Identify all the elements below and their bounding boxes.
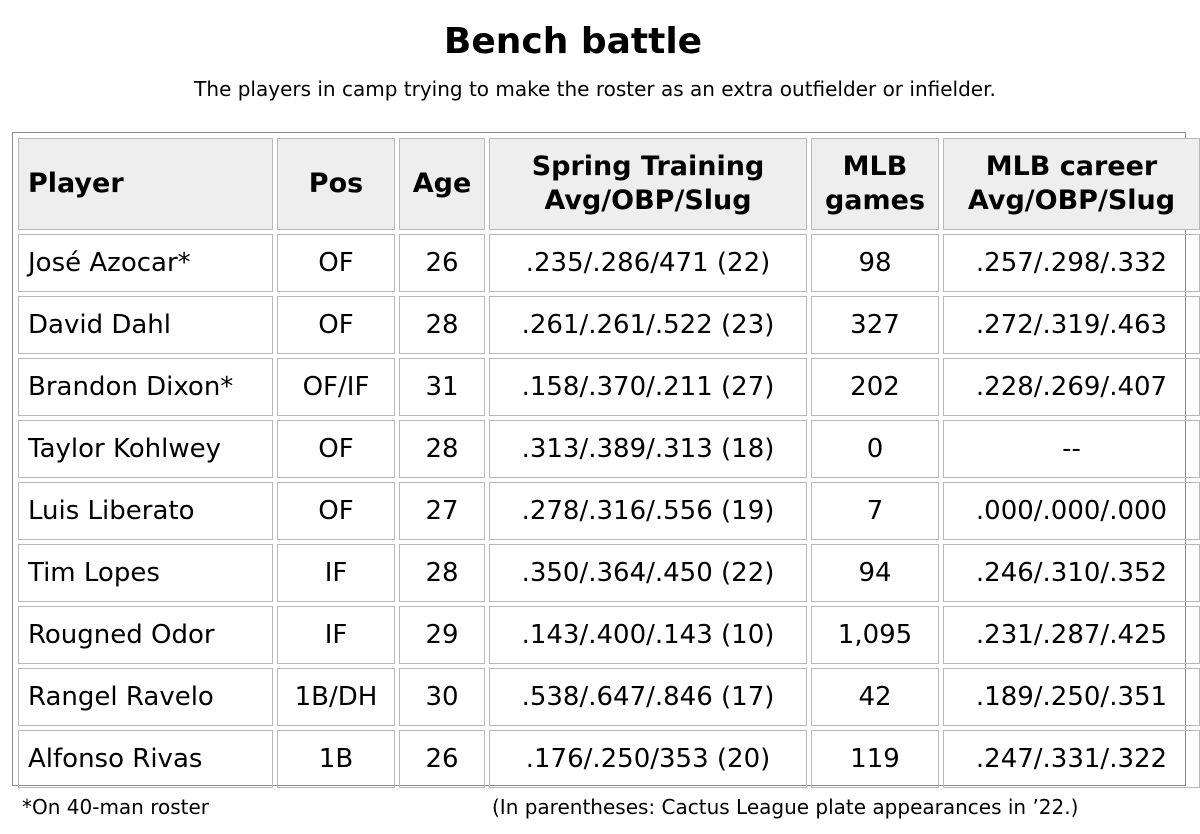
cell-pos: OF/IF	[277, 358, 395, 416]
cell-spring: .278/.316/.556 (19)	[489, 482, 807, 540]
cell-spring: .235/.286/471 (22)	[489, 234, 807, 292]
cell-games: 0	[811, 420, 939, 478]
table-header-row: Player Pos Age Spring Training Avg/OBP/S…	[18, 138, 1200, 230]
cell-career: .247/.331/.322	[943, 730, 1200, 788]
cell-career: .231/.287/.425	[943, 606, 1200, 664]
cell-player: Brandon Dixon*	[18, 358, 273, 416]
cell-games: 42	[811, 668, 939, 726]
cell-player: Tim Lopes	[18, 544, 273, 602]
cell-player: José Azocar*	[18, 234, 273, 292]
cell-career: .257/.298/.332	[943, 234, 1200, 292]
table-row: Taylor Kohlwey OF 28 .313/.389/.313 (18)…	[18, 420, 1200, 478]
cell-spring: .176/.250/353 (20)	[489, 730, 807, 788]
header-spring-training: Spring Training Avg/OBP/Slug	[489, 138, 807, 230]
table-frame	[12, 132, 1186, 786]
header-spring-training-line1: Spring Training	[531, 151, 765, 182]
header-mlb-games: MLB games	[811, 138, 939, 230]
cell-spring: .538/.647/.846 (17)	[489, 668, 807, 726]
cell-career: .228/.269/.407	[943, 358, 1200, 416]
cell-games: 98	[811, 234, 939, 292]
cell-career: --	[943, 420, 1200, 478]
cell-spring: .143/.400/.143 (10)	[489, 606, 807, 664]
table-row: Alfonso Rivas 1B 26 .176/.250/353 (20) 1…	[18, 730, 1200, 788]
cell-player: David Dahl	[18, 296, 273, 354]
cell-games: 94	[811, 544, 939, 602]
cell-games: 7	[811, 482, 939, 540]
table-row: Tim Lopes IF 28 .350/.364/.450 (22) 94 .…	[18, 544, 1200, 602]
table-row: Luis Liberato OF 27 .278/.316/.556 (19) …	[18, 482, 1200, 540]
cell-age: 28	[399, 544, 485, 602]
cell-age: 31	[399, 358, 485, 416]
cell-career: .189/.250/.351	[943, 668, 1200, 726]
table-row: David Dahl OF 28 .261/.261/.522 (23) 327…	[18, 296, 1200, 354]
cell-pos: OF	[277, 234, 395, 292]
header-age: Age	[399, 138, 485, 230]
cell-pos: 1B	[277, 730, 395, 788]
cell-spring: .350/.364/.450 (22)	[489, 544, 807, 602]
header-mlb-games-line2: games	[824, 185, 926, 216]
cell-age: 26	[399, 730, 485, 788]
cell-player: Taylor Kohlwey	[18, 420, 273, 478]
cell-career: .246/.310/.352	[943, 544, 1200, 602]
table-row: José Azocar* OF 26 .235/.286/471 (22) 98…	[18, 234, 1200, 292]
table-row: Rougned Odor IF 29 .143/.400/.143 (10) 1…	[18, 606, 1200, 664]
cell-player: Alfonso Rivas	[18, 730, 273, 788]
cell-pos: IF	[277, 544, 395, 602]
bench-table: Player Pos Age Spring Training Avg/OBP/S…	[14, 134, 1200, 792]
cell-pos: IF	[277, 606, 395, 664]
header-spring-training-line2: Avg/OBP/Slug	[544, 185, 752, 216]
cell-player: Rougned Odor	[18, 606, 273, 664]
page-title: Bench battle	[443, 21, 703, 62]
cell-player: Rangel Ravelo	[18, 668, 273, 726]
cell-spring: .158/.370/.211 (27)	[489, 358, 807, 416]
cell-age: 30	[399, 668, 485, 726]
cell-age: 26	[399, 234, 485, 292]
page-subtitle: The players in camp trying to make the r…	[194, 77, 996, 101]
cell-age: 28	[399, 420, 485, 478]
cell-age: 28	[399, 296, 485, 354]
cell-age: 27	[399, 482, 485, 540]
header-mlb-games-line1: MLB	[842, 151, 908, 182]
cell-player: Luis Liberato	[18, 482, 273, 540]
header-mlb-career: MLB career Avg/OBP/Slug	[943, 138, 1200, 230]
cell-games: 327	[811, 296, 939, 354]
header-mlb-career-line2: Avg/OBP/Slug	[967, 185, 1176, 216]
footnote-plate-appearances: (In parentheses: Cactus League plate app…	[492, 795, 1079, 819]
cell-pos: OF	[277, 420, 395, 478]
cell-age: 29	[399, 606, 485, 664]
cell-pos: OF	[277, 482, 395, 540]
cell-spring: .313/.389/.313 (18)	[489, 420, 807, 478]
cell-career: .000/.000/.000	[943, 482, 1200, 540]
footnote-roster: *On 40-man roster	[22, 795, 210, 819]
cell-career: .272/.319/.463	[943, 296, 1200, 354]
cell-games: 119	[811, 730, 939, 788]
header-player: Player	[18, 138, 273, 230]
table-row: Brandon Dixon* OF/IF 31 .158/.370/.211 (…	[18, 358, 1200, 416]
header-pos: Pos	[277, 138, 395, 230]
header-mlb-career-line1: MLB career	[985, 151, 1158, 182]
cell-games: 1,095	[811, 606, 939, 664]
cell-spring: .261/.261/.522 (23)	[489, 296, 807, 354]
cell-pos: 1B/DH	[277, 668, 395, 726]
cell-pos: OF	[277, 296, 395, 354]
cell-games: 202	[811, 358, 939, 416]
table-row: Rangel Ravelo 1B/DH 30 .538/.647/.846 (1…	[18, 668, 1200, 726]
